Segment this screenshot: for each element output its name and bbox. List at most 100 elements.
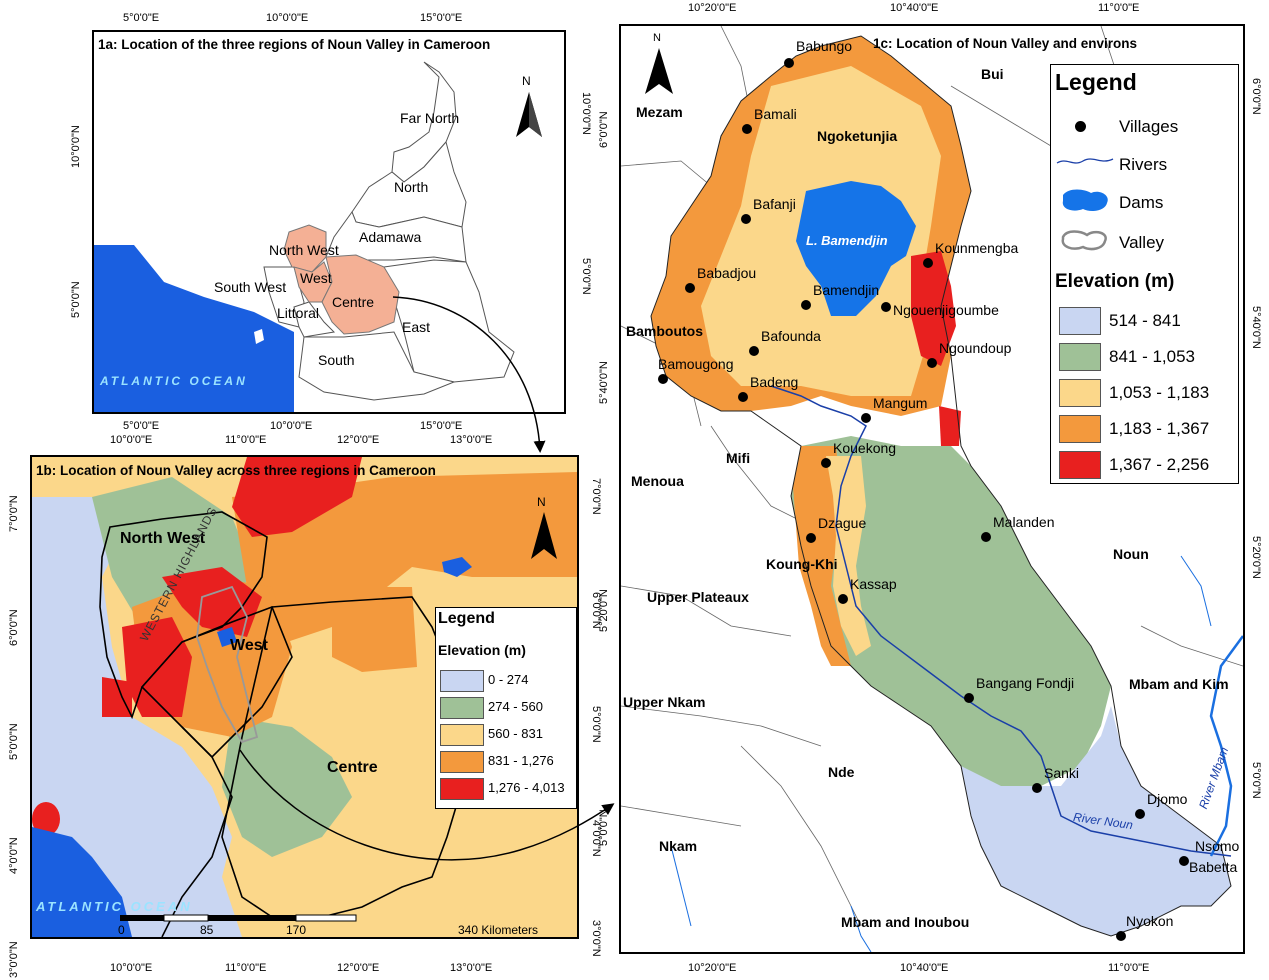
label-far-north: Far North: [400, 110, 460, 126]
village-dot-bamougong: [658, 374, 668, 384]
bottom-coord-b-2: 11°0'0"E: [225, 962, 267, 974]
legend-c-swatch-3: [1059, 379, 1101, 407]
island-a: [254, 329, 264, 344]
top-coord-b-1: 10°0'0"E: [110, 434, 153, 446]
scale-bar-b: [120, 914, 357, 922]
legend-b-title: Legend: [438, 610, 495, 627]
label-east: East: [402, 319, 431, 335]
village-mangum: Mangum: [873, 395, 928, 411]
lowland-west: [32, 497, 242, 937]
legend-c-label-2: 841 - 1,053: [1109, 347, 1196, 366]
label-littoral: Littoral: [277, 305, 320, 321]
legend-c-valley: Valley: [1119, 233, 1165, 252]
boundary-littoral: [161, 726, 233, 937]
label-b-north-west: North West: [120, 530, 206, 547]
bottom-coord-b-1: 10°0'0"E: [110, 962, 153, 974]
village-dot-badeng: [738, 392, 748, 402]
scale-170: 170: [286, 923, 307, 937]
legend-b: Legend Elevation (m) 0 - 274 274 - 560 5…: [435, 607, 577, 809]
plateau-orange-2: [332, 587, 417, 672]
north-label-b: N: [537, 495, 546, 509]
dam-b: [217, 627, 237, 647]
bottom-coord-a-3: 15°0'0"E: [420, 420, 463, 432]
division-mezam: Mezam: [636, 104, 683, 120]
village-nyokon: Nyokon: [1126, 913, 1174, 929]
village-dot-kounmengba: [923, 258, 933, 268]
highlands-red-1: [232, 457, 362, 537]
legend-c-river-symbol: [1056, 158, 1114, 164]
village-dot-nsomo: [1179, 856, 1189, 866]
left-coord-a-2: 5°0'0"N: [70, 281, 82, 318]
boundary-centre: [221, 596, 463, 918]
panel-1c-map: 1c: Location of Noun Valley and environs…: [619, 24, 1245, 954]
panel-1a-map: 1a: Location of the three regions of Nou…: [92, 30, 566, 414]
division-mbam-and-inoubou: Mbam and Inoubou: [841, 914, 970, 930]
left-coord-b-1: 7°0'0"N: [8, 495, 20, 532]
village-dot-ngoundoup: [927, 358, 937, 368]
village-dot-bafanji: [741, 214, 751, 224]
valley-south-blue: [961, 706, 1231, 936]
bottom-coord-c-1: 10°20'0"E: [688, 962, 737, 974]
village-badeng: Badeng: [750, 374, 799, 390]
top-coord-a-2: 10°0'0"E: [266, 12, 309, 24]
village-sanki: Sanki: [1044, 765, 1080, 781]
legend-b-label-5: 1,276 - 4,013: [488, 780, 565, 795]
division-nde: Nde: [828, 764, 855, 780]
legend-b-label-3: 560 - 831: [488, 726, 543, 741]
village-bamali: Bamali: [754, 106, 797, 122]
legend-c-dam-symbol: [1062, 189, 1108, 211]
village-babadjou: Babadjou: [697, 265, 757, 281]
north-arrow-b: [531, 512, 557, 559]
panel-1b-title: 1b: Location of Noun Valley across three…: [36, 463, 436, 478]
ocean-label-a: ATLANTIC OCEAN: [100, 374, 248, 388]
legend-c-subtitle: Elevation (m): [1055, 271, 1175, 292]
bottom-coord-b-4: 13°0'0"E: [450, 962, 493, 974]
village-dot-bangang-fondji: [964, 693, 974, 703]
village-dot-bamali: [742, 124, 752, 134]
right-coord-b-1: 7°0'0"N: [590, 478, 602, 515]
label-north: North: [394, 179, 429, 195]
village-babetta: Babetta: [1189, 859, 1238, 875]
legend-c-swatch-1: [1059, 307, 1101, 335]
atlantic-ocean-a: [94, 245, 294, 412]
bottom-coord-c-3: 11°0'0"E: [1108, 962, 1150, 974]
legend-b-swatch-4: [440, 751, 484, 773]
label-centre: Centre: [332, 294, 375, 310]
division-upper-nkam: Upper Nkam: [623, 694, 706, 710]
panel-1b-map: 1b: Location of Noun Valley across three…: [30, 455, 579, 939]
right-coord-a-1: 10°0'0"N: [580, 92, 592, 135]
left-coord-a-1: 10°0'0"N: [70, 125, 82, 168]
division-menoua: Menoua: [631, 473, 684, 489]
top-coord-a-1: 5°0'0"E: [123, 12, 160, 24]
top-coord-a-3: 15°0'0"E: [420, 12, 463, 24]
legend-b-swatch-2: [440, 697, 484, 719]
legend-b-label-4: 831 - 1,276: [488, 753, 554, 768]
ocean-label-b: ATLANTIC OCEAN: [36, 899, 193, 914]
division-mifi: Mifi: [726, 450, 751, 466]
left-coord-b-3: 5°0'0"N: [8, 723, 20, 760]
legend-c-label-3: 1,053 - 1,183: [1109, 383, 1210, 402]
village-dzague: Dzague: [818, 515, 867, 531]
legend-b-label-2: 274 - 560: [488, 699, 543, 714]
river-mbam: [1209, 635, 1243, 857]
river-other-3: [850, 905, 872, 952]
right-coord-c-1: 6°0'0"N: [1250, 78, 1262, 115]
lake-bamendjin-label: L. Bamendjin: [806, 233, 888, 248]
north-label-c: N: [653, 32, 661, 44]
village-ngouenjigoumbe: Ngouenjigoumbe: [893, 302, 999, 318]
left-coord-c-4: 5°0'0"N: [598, 809, 610, 846]
village-dot-djomo: [1135, 809, 1145, 819]
north-arrow-c: [645, 48, 673, 94]
label-west: West: [300, 270, 332, 286]
panel-1a-title: 1a: Location of the three regions of Nou…: [98, 37, 491, 52]
label-north-west: North West: [269, 242, 339, 258]
village-dot-babungo: [784, 58, 794, 68]
bottom-coord-a-1: 5°0'0"E: [123, 420, 160, 432]
legend-b-swatch-5: [440, 778, 484, 800]
bottom-coord-b-3: 12°0'0"E: [337, 962, 380, 974]
river-noun: [770, 385, 1232, 857]
legend-b-label-1: 0 - 274: [488, 672, 529, 687]
village-dot-nyokon: [1116, 931, 1126, 941]
division-noun: Noun: [1113, 546, 1149, 562]
division-upper-plateaux: Upper Plateaux: [647, 589, 749, 605]
